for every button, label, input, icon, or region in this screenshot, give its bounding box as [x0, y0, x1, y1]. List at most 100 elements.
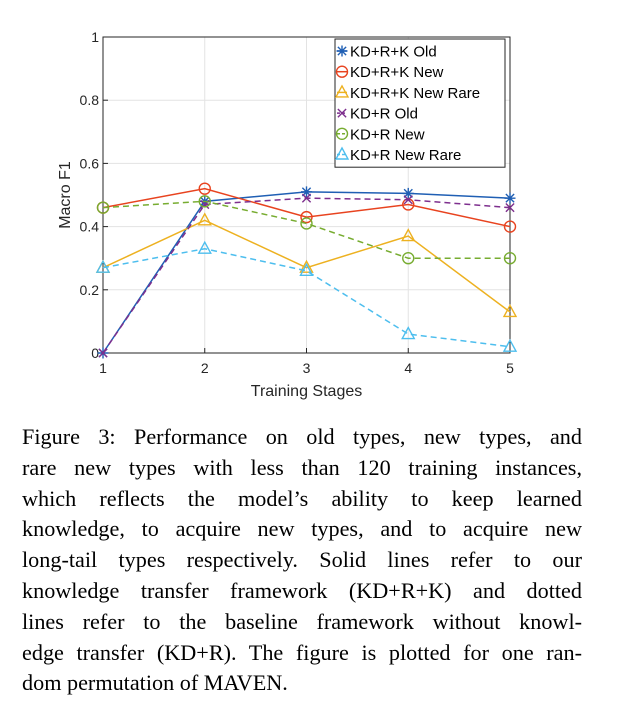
series-5	[96, 195, 517, 265]
figure-caption: Figure 3: Performance on old types, new …	[22, 422, 582, 699]
data-point	[198, 182, 211, 195]
data-point-shape	[505, 203, 515, 213]
legend-marker-shape	[334, 146, 350, 160]
data-point-shape	[98, 348, 108, 358]
data-point	[502, 303, 518, 318]
data-point-shape	[401, 326, 416, 340]
data-point-shape	[301, 186, 312, 198]
data-point-shape	[502, 338, 518, 352]
series-group	[95, 182, 518, 359]
data-point-shape	[503, 220, 517, 233]
series-6	[95, 240, 518, 352]
legend-marker-shape	[335, 127, 349, 141]
data-point	[95, 259, 111, 273]
legend-marker	[335, 127, 349, 141]
legend-label: KD+R+K New	[350, 64, 444, 81]
data-point	[504, 192, 516, 204]
legend-label: KD+R New	[350, 126, 425, 143]
data-point	[197, 212, 212, 226]
caption-line: which reflects the model’s ability to ke…	[22, 485, 582, 511]
series-4	[98, 193, 515, 358]
data-point-shape	[96, 201, 110, 214]
data-point	[403, 195, 413, 205]
legend-label: KD+R+K New Rare	[350, 85, 480, 102]
caption-line: long-tail types respectively. Solid line…	[22, 547, 582, 573]
caption-line: dom permutation of MAVEN.	[22, 670, 288, 696]
series-line	[102, 187, 511, 228]
x-tick-label: 1	[99, 360, 107, 376]
data-point	[505, 203, 515, 213]
data-point	[401, 228, 416, 242]
x-tick-label: 5	[506, 360, 514, 376]
data-point	[299, 262, 314, 277]
data-point-shape	[401, 228, 416, 242]
legend-marker	[334, 146, 350, 160]
data-point-shape	[403, 195, 413, 205]
data-point	[198, 195, 211, 208]
y-tick-label: 0.2	[80, 282, 100, 298]
data-point-shape	[402, 187, 414, 199]
y-tick-label: 0.6	[80, 155, 100, 171]
caption-line: rare new types with less than 120 traini…	[22, 454, 582, 480]
data-point-shape	[301, 193, 312, 203]
x-tick-label: 3	[303, 360, 311, 376]
legend-marker-shape	[334, 84, 350, 98]
line-chart: 0 0.2 0.4 0.6 0.8 1 1 2 3 4 5 Training Stages Macr…	[57, 29, 518, 400]
x-tick-label: 4	[404, 360, 412, 376]
caption-line: knowledge, to acquire new types, and to …	[22, 516, 582, 542]
data-point-shape	[299, 259, 314, 273]
data-point-shape	[198, 182, 211, 195]
data-point-shape	[504, 192, 516, 204]
caption-line: Figure 3: Performance on old types, new …	[22, 424, 582, 449]
data-point	[402, 187, 414, 199]
data-point	[96, 201, 110, 214]
data-point	[197, 240, 212, 254]
data-point	[98, 348, 108, 358]
legend-marker	[335, 65, 349, 78]
y-tick-label: 0	[91, 345, 99, 361]
data-point-shape	[502, 303, 518, 318]
legend-marker-shape	[335, 65, 349, 78]
x-axis-label: Training Stages	[251, 383, 362, 400]
y-tick-label: 0.4	[80, 219, 100, 235]
legend-marker-shape	[337, 108, 347, 118]
y-tick-label: 0.8	[80, 92, 100, 108]
caption-line: edge transfer (KD+R). The figure is plot…	[22, 639, 582, 665]
data-point	[299, 259, 314, 273]
data-point-shape	[402, 252, 415, 265]
data-point	[503, 220, 517, 233]
series-line	[102, 219, 511, 313]
line-chart-figure: 0 0.2 0.4 0.6 0.8 1 1 2 3 4 5 Training Stages Macr…	[57, 29, 518, 400]
legend: KD+R+K Old KD+R+K New KD+R+K New Rare KD+R …	[334, 38, 506, 168]
legend-marker	[334, 84, 350, 98]
caption-line: knowledge transfer framework (KD+R+K) an…	[22, 577, 582, 603]
x-tick-label: 2	[201, 360, 209, 376]
y-tick-label: 1	[91, 29, 99, 45]
data-point-shape	[300, 210, 313, 224]
y-axis-label: Macro F1	[57, 161, 74, 229]
legend-label: KD+R+K Old	[350, 44, 437, 61]
legend-box	[334, 38, 506, 168]
data-point-shape	[503, 252, 517, 265]
data-point-shape	[197, 240, 212, 254]
legend-label: KD+R Old	[350, 106, 418, 123]
series-line	[102, 247, 511, 348]
data-point-shape	[197, 212, 212, 226]
data-point-shape	[95, 259, 111, 273]
data-point	[301, 193, 312, 203]
data-point	[300, 210, 313, 224]
legend-marker	[336, 45, 348, 57]
data-point	[401, 326, 416, 340]
data-point	[503, 252, 517, 265]
data-point-shape	[299, 262, 314, 277]
data-point	[301, 186, 312, 198]
legend-marker	[337, 108, 347, 118]
data-point	[402, 252, 415, 265]
data-point-shape	[300, 217, 313, 230]
caption-line: lines refer to the baseline framework wi…	[22, 608, 582, 634]
data-point-shape	[198, 195, 211, 208]
data-point	[300, 217, 313, 230]
data-point	[502, 338, 518, 352]
legend-marker-shape	[336, 45, 348, 57]
legend-label: KD+R New Rare	[350, 147, 461, 164]
